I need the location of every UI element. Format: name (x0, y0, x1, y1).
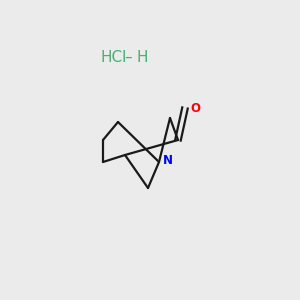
Text: H: H (136, 50, 148, 64)
Text: N: N (163, 154, 173, 167)
Text: –: – (124, 50, 132, 64)
Text: O: O (190, 101, 200, 115)
Text: HCl: HCl (100, 50, 126, 64)
